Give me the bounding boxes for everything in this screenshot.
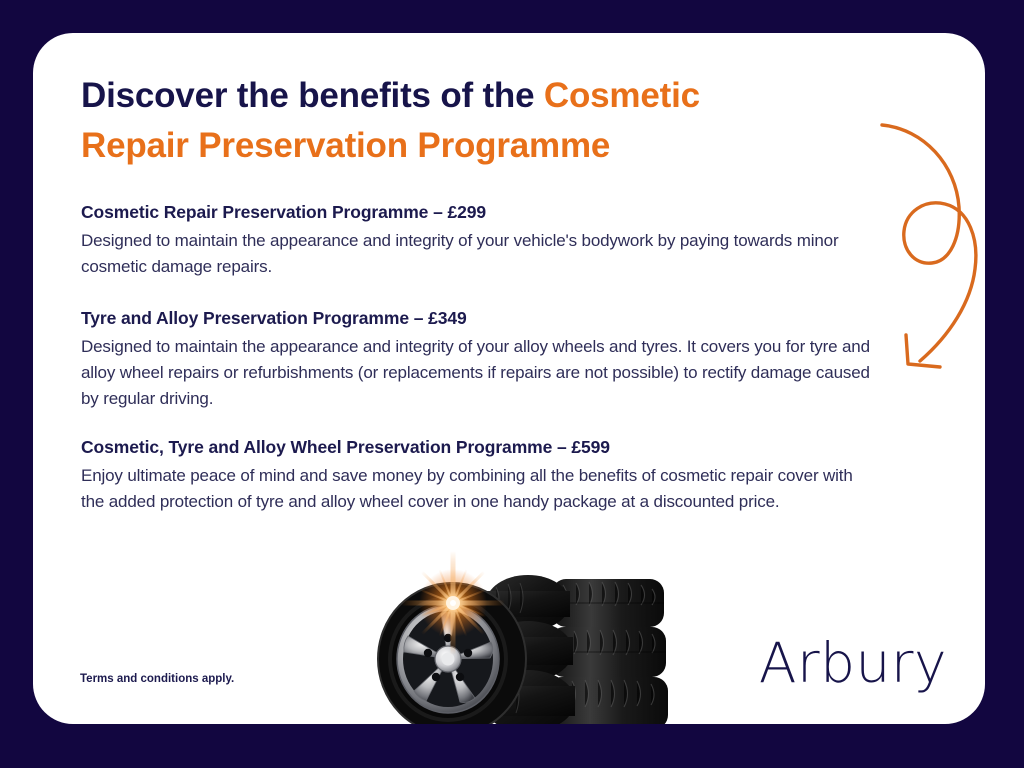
programme-section-cosmetic: Cosmetic Repair Preservation Programme –… — [81, 200, 856, 280]
content-card: Discover the benefits of the Cosmetic Re… — [33, 33, 985, 724]
page-title-line2-accent: Repair Preservation Programme — [81, 126, 611, 165]
programme-heading-tyre-alloy: Tyre and Alloy Preservation Programme – … — [81, 308, 467, 328]
page-title-line1-dark: Discover the benefits of the — [81, 76, 544, 115]
programme-heading-cosmetic: Cosmetic Repair Preservation Programme –… — [81, 202, 486, 222]
starburst-flare-icon — [401, 551, 505, 655]
terms-and-conditions-note: Terms and conditions apply. — [80, 673, 235, 685]
arbury-logo: Arbury — [758, 631, 947, 695]
programme-section-tyre-alloy: Tyre and Alloy Preservation Programme – … — [81, 306, 871, 412]
programme-heading-combined: Cosmetic, Tyre and Alloy Wheel Preservat… — [81, 437, 610, 457]
tyre-stack-icon — [377, 551, 668, 724]
programme-body-tyre-alloy: Designed to maintain the appearance and … — [81, 337, 870, 408]
programme-body-cosmetic: Designed to maintain the appearance and … — [81, 231, 839, 276]
programme-section-combined: Cosmetic, Tyre and Alloy Wheel Preservat… — [81, 435, 866, 515]
page-title: Discover the benefits of the Cosmetic Re… — [81, 71, 821, 171]
page-title-line1-accent: Cosmetic — [543, 76, 700, 115]
programme-body-combined: Enjoy ultimate peace of mind and save mo… — [81, 466, 853, 511]
